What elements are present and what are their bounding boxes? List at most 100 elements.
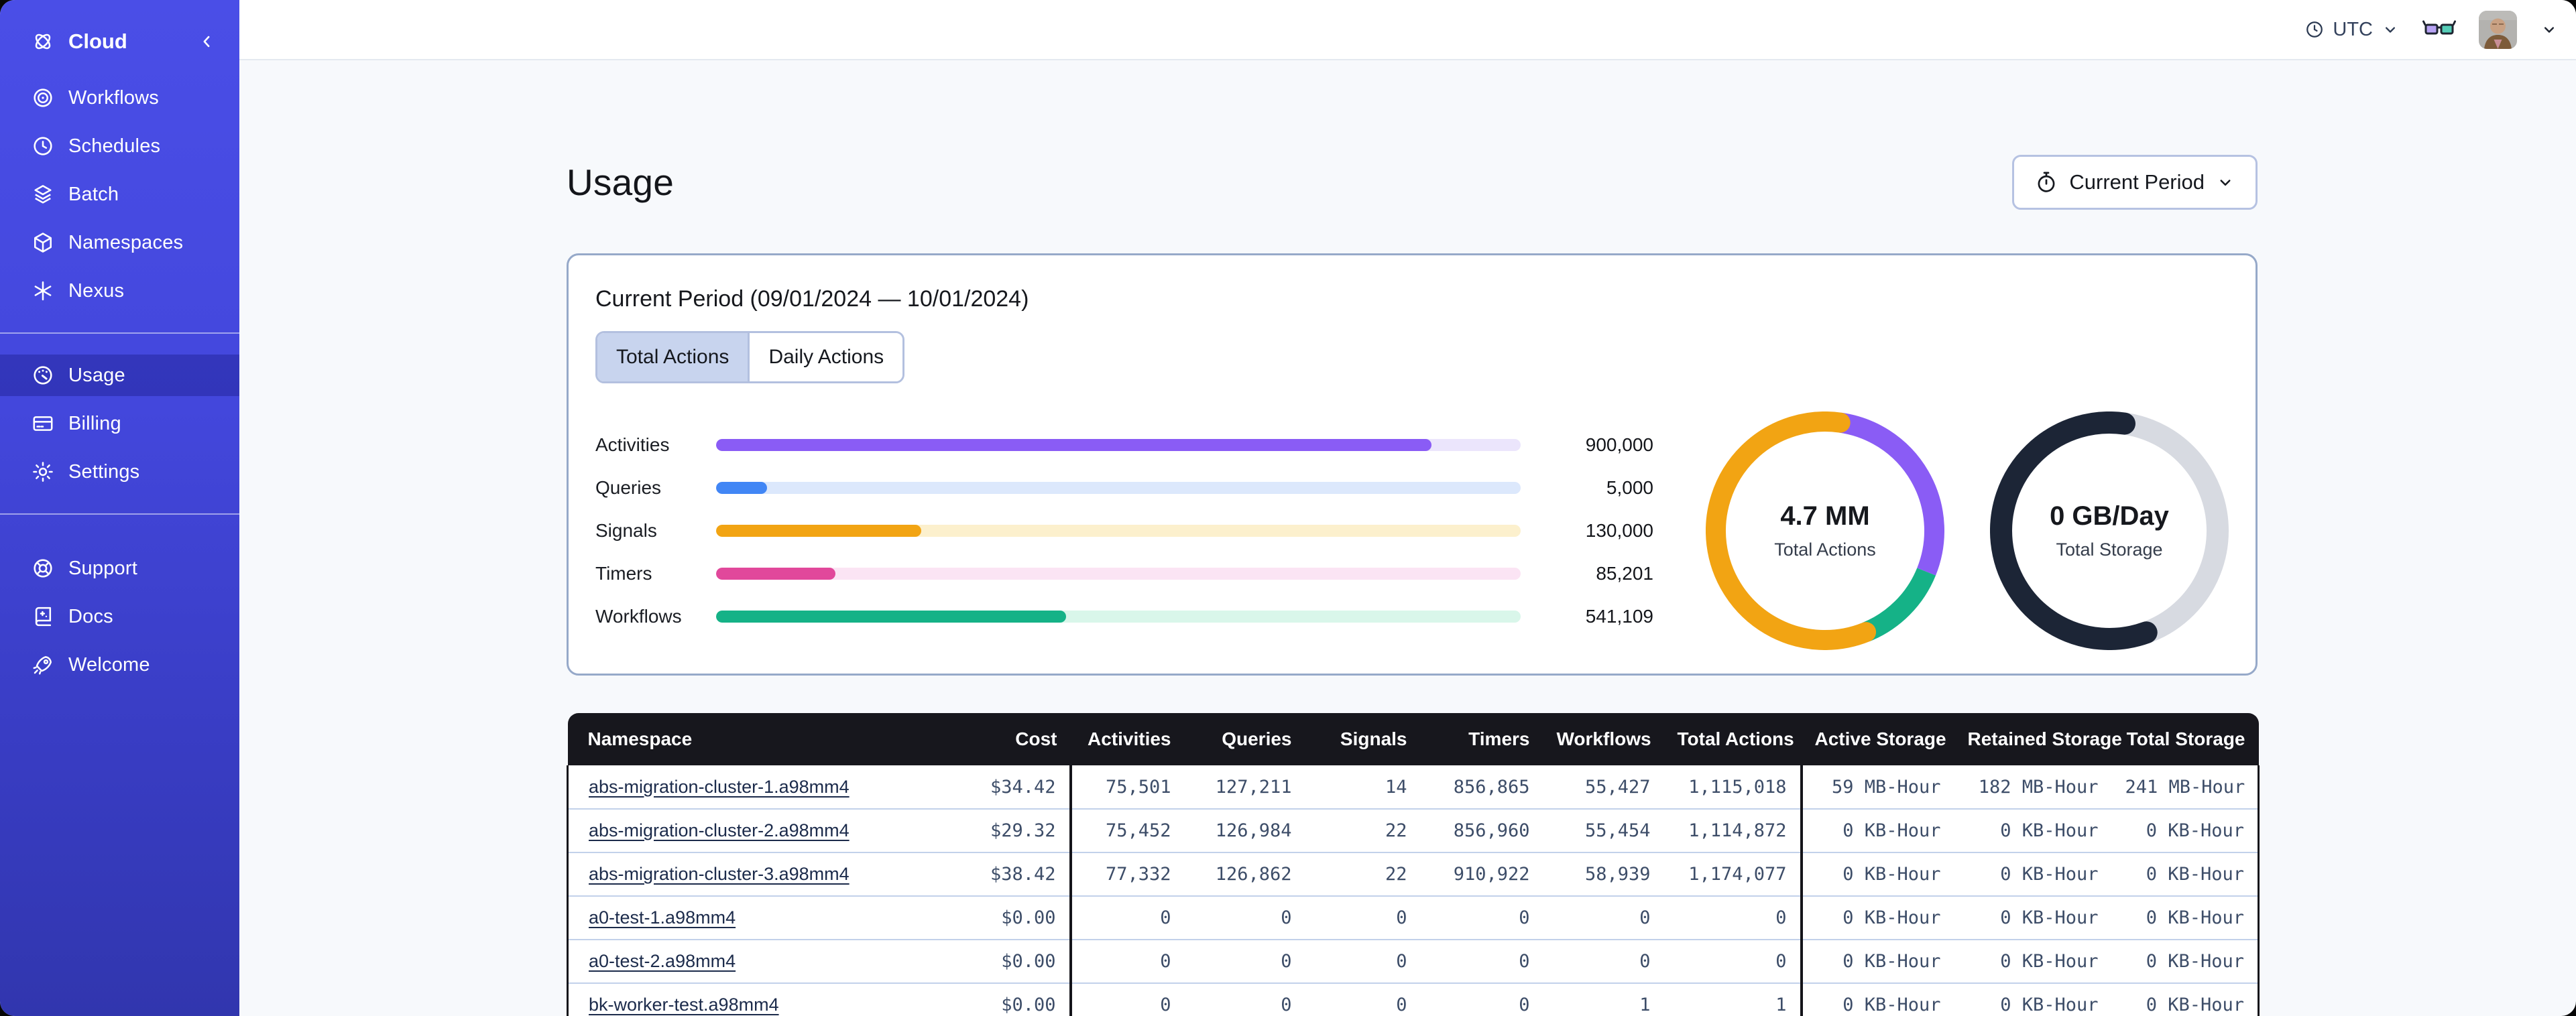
sidebar-item-label: Workflows [68, 86, 160, 109]
table-cell: 0 [1184, 896, 1305, 940]
table-cell: 75,501 [1069, 765, 1185, 810]
table-cell: 1,114,872 [1663, 809, 1802, 853]
namespace-link[interactable]: abs-migration-cluster-1.a98mm4 [589, 776, 850, 797]
table-cell: 0 KB-Hour [2111, 983, 2260, 1016]
table-cell: 0 KB-Hour [1800, 852, 1954, 897]
table-cell: $38.42 [953, 852, 1071, 897]
chevron-down-icon [2381, 20, 2400, 39]
column-header: Activities [1070, 713, 1185, 765]
bar-value: 85,201 [1596, 563, 1653, 584]
sidebar-item-workflows[interactable]: Workflows [0, 74, 239, 122]
sidebar-item-welcome[interactable]: Welcome [0, 641, 239, 689]
sidebar-item-support[interactable]: Support [0, 544, 239, 592]
table-cell: 75,452 [1069, 809, 1185, 853]
account-menu-chevron-icon[interactable] [2540, 20, 2559, 39]
column-header: Workflows [1543, 713, 1664, 765]
sidebar-item-label: Support [68, 557, 137, 579]
bar-label: Signals [595, 520, 657, 541]
bar-row: Workflows 541,109 [595, 595, 1655, 638]
sidebar-brand[interactable]: Cloud [0, 9, 239, 74]
column-header: Retained Storage [1954, 713, 2122, 765]
table-cell: $29.32 [953, 809, 1071, 853]
brand-label: Cloud [68, 29, 127, 53]
column-header: Cost [953, 713, 1071, 765]
tab-daily-actions[interactable]: Daily Actions [748, 333, 903, 381]
donut-caption: Total Actions [1774, 539, 1876, 560]
column-header: Total Storage [2111, 713, 2259, 765]
user-avatar[interactable] [2479, 10, 2517, 49]
sidebar-item-namespaces[interactable]: Namespaces [0, 218, 239, 267]
sidebar-item-billing[interactable]: Billing [0, 399, 239, 448]
namespace-link[interactable]: a0-test-2.a98mm4 [589, 951, 736, 971]
namespace-link[interactable]: abs-migration-cluster-3.a98mm4 [589, 864, 850, 884]
namespace-link[interactable]: bk-worker-test.a98mm4 [589, 995, 779, 1015]
table-cell: 0 KB-Hour [1800, 940, 1954, 984]
collapse-sidebar-icon[interactable] [196, 31, 217, 52]
column-header: Timers [1420, 713, 1543, 765]
table-cell: 0 [1420, 940, 1543, 984]
table-cell: 0 [1305, 983, 1421, 1016]
temporal-logo-icon [31, 29, 55, 54]
sidebar-item-schedules[interactable]: Schedules [0, 122, 239, 170]
bar-fill [716, 482, 767, 494]
chevron-down-icon [2220, 180, 2231, 186]
bar-label: Activities [595, 434, 670, 455]
bar-fill [716, 611, 1066, 623]
bar-row: Signals 130,000 [595, 509, 1655, 552]
column-header: Queries [1184, 713, 1305, 765]
sidebar-item-label: Welcome [68, 653, 150, 676]
sidebar-item-usage[interactable]: Usage [0, 355, 239, 396]
table-cell: 0 KB-Hour [2111, 809, 2260, 853]
bar-track [716, 525, 1521, 537]
table-cell: 0 KB-Hour [1800, 983, 1954, 1016]
actions-tabs: Total Actions Daily Actions [595, 331, 905, 383]
bar-row: Queries 5,000 [595, 466, 1655, 509]
table-cell: 0 [1420, 983, 1543, 1016]
table-cell: 910,922 [1420, 852, 1543, 897]
feedback-glasses-icon[interactable] [2422, 19, 2456, 40]
table-cell: 856,865 [1420, 765, 1543, 810]
actions-bar-chart: Activities 900,000 Queries 5,000 Signals 130,… [595, 424, 1655, 638]
table-row: a0-test-2.a98mm4 $0.00 0 0 0 0 0 0 0 KB-Hour 0 KB… [567, 940, 2260, 984]
topbar: UTC [239, 0, 2576, 60]
bar-track [716, 568, 1521, 580]
table-cell: 0 [1069, 940, 1185, 984]
period-button-label: Current Period [2069, 170, 2205, 194]
batch-layers-icon [31, 182, 55, 206]
donut-chart: 4.7 MM Total Actions [1706, 411, 1944, 650]
table-cell: 0 [1184, 940, 1305, 984]
namespace-link[interactable]: abs-migration-cluster-2.a98mm4 [589, 820, 850, 840]
workflows-icon [31, 86, 55, 110]
column-header: Namespace [567, 713, 953, 765]
table-cell: 1,115,018 [1663, 765, 1802, 810]
page-title: Usage [567, 162, 674, 203]
donut-value: 0 GB/Day [2050, 501, 2169, 531]
table-cell: 126,984 [1184, 809, 1305, 853]
table-header-row: Namespace Cost Activities Queries Signals Tim… [567, 713, 2259, 765]
namespace-link[interactable]: a0-test-1.a98mm4 [589, 907, 736, 928]
bar-value: 5,000 [1606, 477, 1653, 498]
sidebar-item-nexus[interactable]: Nexus [0, 267, 239, 315]
current-period-card: Current Period (09/01/2024 — 10/01/2024)… [567, 253, 2258, 676]
timezone-selector[interactable]: UTC [2304, 19, 2400, 41]
table-cell: 0 KB-Hour [1800, 809, 1954, 853]
table-cell: 58,939 [1543, 852, 1664, 897]
tab-total-actions[interactable]: Total Actions [597, 333, 748, 381]
table-cell: 182 MB-Hour [1954, 765, 2112, 810]
sidebar: Cloud Workflows Schedules [0, 0, 239, 1016]
table-cell: 22 [1305, 852, 1421, 897]
table-cell: 0 KB-Hour [2111, 896, 2260, 940]
sidebar-item-label: Billing [68, 412, 121, 434]
table-cell: 14 [1305, 765, 1421, 810]
bar-fill [716, 439, 1431, 451]
sidebar-item-batch[interactable]: Batch [0, 170, 239, 218]
table-cell: 0 [1184, 983, 1305, 1016]
table-cell: 1 [1663, 983, 1802, 1016]
sidebar-item-settings[interactable]: Settings [0, 448, 239, 496]
period-selector-button[interactable]: Current Period [2012, 155, 2258, 210]
summary-donuts: 4.7 MM Total Actions 0 GB/Day Total Storage [1655, 411, 2229, 650]
namespace-usage-table: Namespace Cost Activities Queries Signals Tim… [567, 713, 2260, 1016]
table-cell: 1 [1543, 983, 1664, 1016]
table-cell: 0 [1420, 896, 1543, 940]
sidebar-item-docs[interactable]: Docs [0, 592, 239, 641]
